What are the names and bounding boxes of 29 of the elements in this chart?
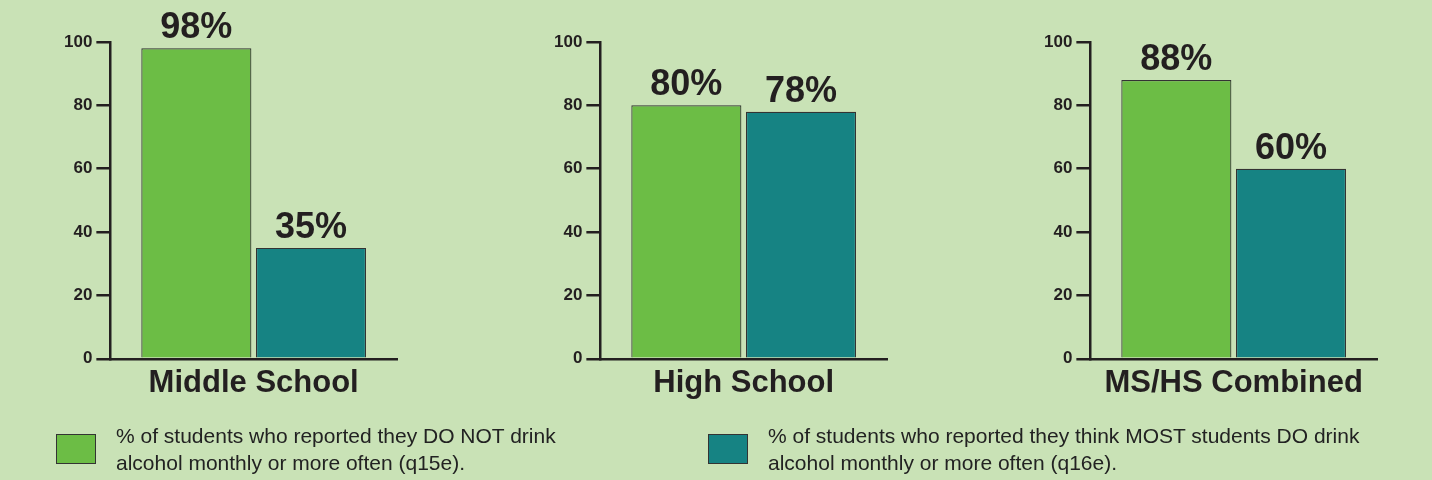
- y-tick-label: 60: [563, 158, 583, 178]
- y-tick-label: 60: [73, 158, 93, 178]
- y-tick-label: 20: [73, 285, 93, 305]
- data-label: 78%: [764, 68, 838, 110]
- y-tick-label: 20: [1053, 285, 1073, 305]
- y-tick-label: 100: [553, 31, 583, 51]
- y-tick-label: 0: [1062, 348, 1073, 368]
- data-label: 88%: [1140, 36, 1213, 78]
- x-tick-label: MS/HS Combined: [1104, 363, 1363, 399]
- y-tick-label: 40: [73, 221, 93, 241]
- data-label: 35%: [274, 204, 348, 246]
- y-tick-label: 80: [1053, 95, 1073, 115]
- legend-label: % of students who reported they DO NOT drink alcohol monthly or more often (q15e).: [116, 423, 557, 476]
- y-tick-label: 100: [63, 31, 93, 51]
- y-tick-label: 100: [1043, 31, 1073, 51]
- x-tick-label: High School: [653, 363, 835, 399]
- y-tick-label: 80: [73, 95, 93, 115]
- x-tick-label: Middle School: [148, 363, 359, 399]
- y-tick-label: 80: [563, 95, 583, 115]
- y-tick-label: 40: [1053, 221, 1073, 241]
- data-label: 98%: [160, 5, 233, 47]
- y-tick-label: 0: [572, 348, 583, 368]
- legend-label: % of students who reported they think MOST students DO drink alcohol monthly or more often (q16e).: [768, 423, 1361, 476]
- y-tick-label: 60: [1053, 158, 1073, 178]
- y-tick-label: 20: [563, 285, 583, 305]
- data-label: 60%: [1254, 125, 1328, 167]
- data-label: 80%: [650, 62, 723, 104]
- y-tick-label: 0: [82, 348, 93, 368]
- y-tick-label: 40: [563, 221, 583, 241]
